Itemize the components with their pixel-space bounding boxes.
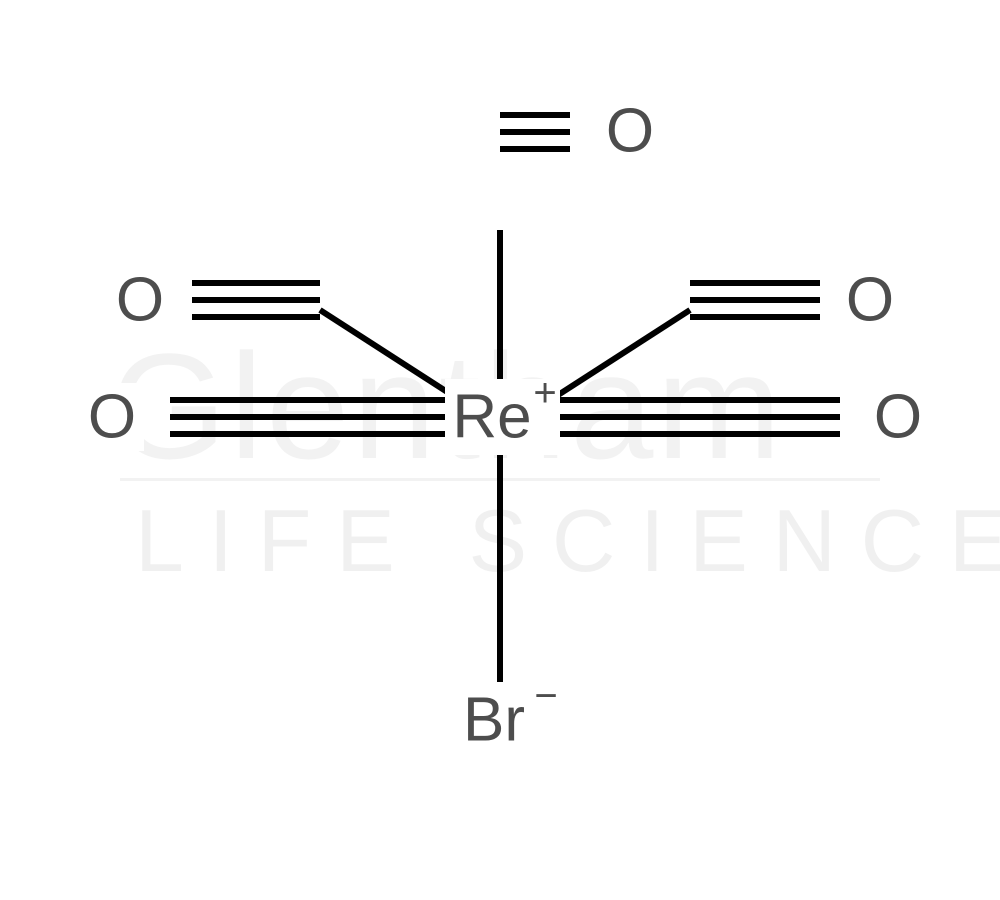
svg-text:O: O (88, 383, 136, 452)
svg-text:O: O (874, 383, 922, 452)
svg-text:O: O (606, 97, 654, 166)
svg-text:Br: Br (463, 686, 525, 755)
molecule-svg: OOOOORe+Br− (0, 0, 1000, 900)
diagram-canvas: Glentham LIFE SCIENCES OOOOORe+Br− (0, 0, 1000, 900)
svg-text:−: − (534, 674, 557, 718)
svg-text:+: + (533, 371, 556, 415)
svg-text:O: O (116, 266, 164, 335)
svg-text:Re: Re (452, 383, 531, 452)
svg-text:O: O (846, 266, 894, 335)
